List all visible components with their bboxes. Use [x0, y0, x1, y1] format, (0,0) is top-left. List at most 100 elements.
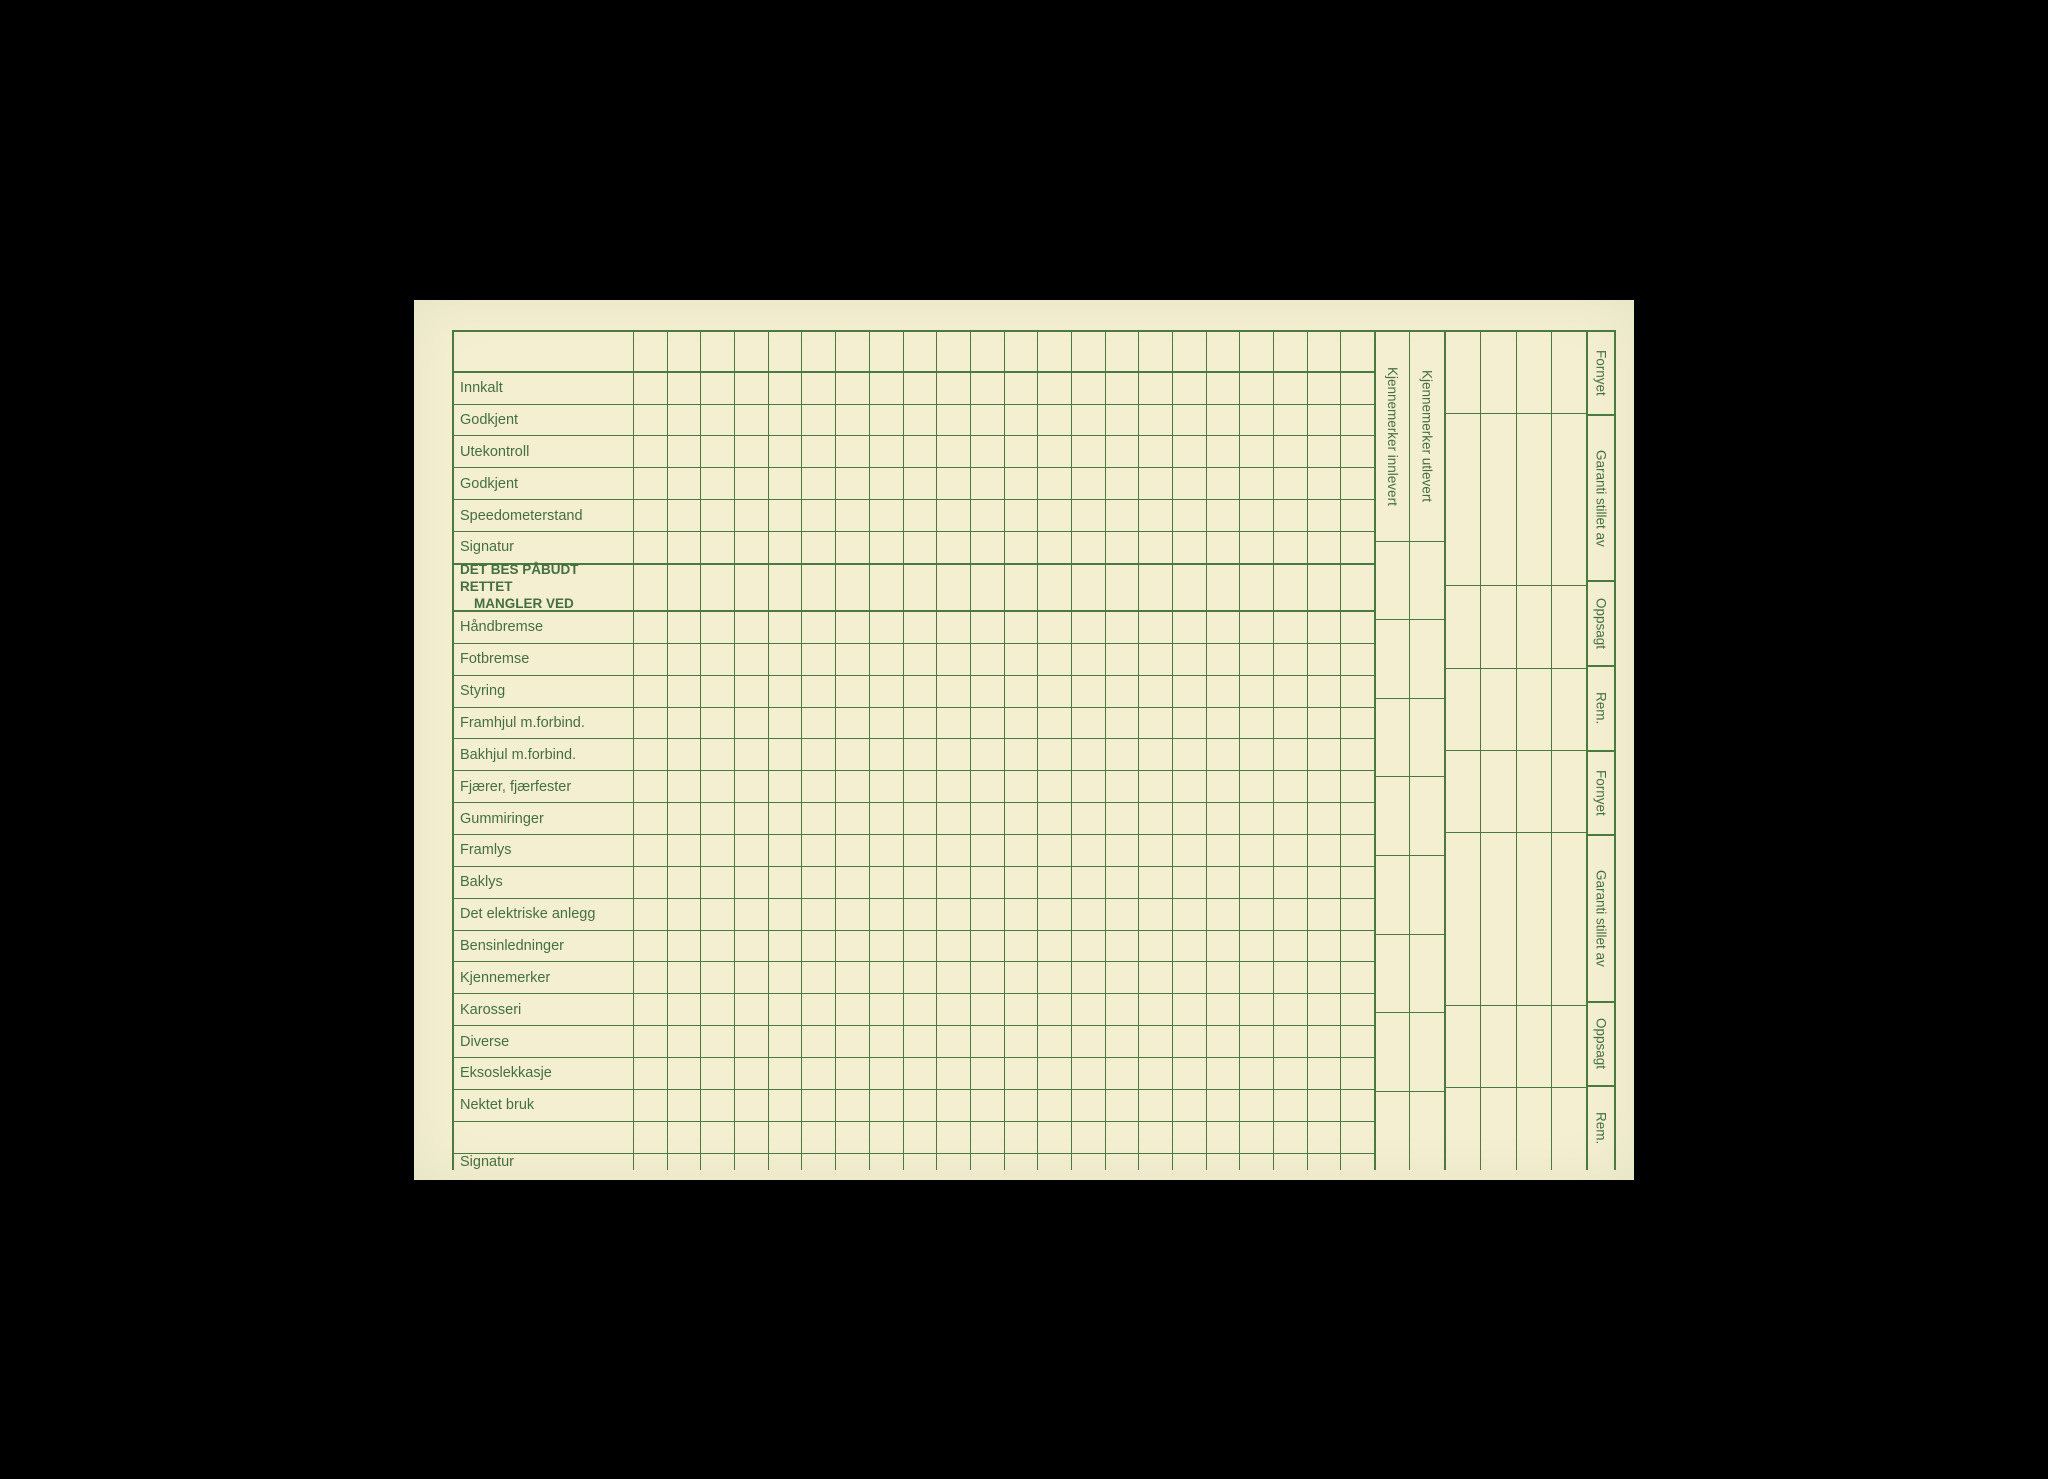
grid-cell: [701, 835, 735, 866]
grid-cell: [1106, 644, 1140, 675]
grid-cell: [1274, 1122, 1308, 1153]
grid-cell: [1139, 332, 1173, 371]
grid-cell: [802, 373, 836, 404]
table-row: Karosseri: [454, 994, 1374, 1026]
grid-cell: [1173, 644, 1207, 675]
grid-cell: [971, 676, 1005, 707]
table-row: Godkjent: [454, 468, 1374, 500]
grid-cell: [1274, 676, 1308, 707]
grid-cell: [802, 803, 836, 834]
grid-cell: [971, 644, 1005, 675]
grid-cell: [1207, 835, 1241, 866]
section-line1: DET BES PÅBUDT RETTET: [460, 562, 627, 596]
grid-cell: [701, 739, 735, 770]
grid-cell: [1207, 532, 1241, 563]
right-cell: [1517, 833, 1552, 1004]
grid-cell: [1274, 835, 1308, 866]
grid-cell: [836, 739, 870, 770]
grid-cell: [1341, 994, 1374, 1025]
kjenn-cells-2: [1410, 542, 1444, 1170]
grid-cell: [1341, 332, 1374, 371]
right-cell: [1481, 1006, 1516, 1087]
grid-cell: [668, 994, 702, 1025]
grid-cell: [836, 771, 870, 802]
grid-cell: [1139, 835, 1173, 866]
grid-cell: [1106, 468, 1140, 499]
grid-cell: [634, 612, 668, 643]
table-row: Framlys: [454, 835, 1374, 867]
grid-cell: [769, 500, 803, 531]
grid-cell: [701, 644, 735, 675]
kjenn-cell: [1410, 777, 1444, 856]
grid-cell: [701, 803, 735, 834]
grid-cell: [802, 500, 836, 531]
grid-cell: [904, 994, 938, 1025]
grid-cell: [1005, 1026, 1039, 1057]
row-cells: [634, 994, 1374, 1025]
grid-cell: [1173, 1122, 1207, 1153]
grid-cell: [1308, 1154, 1342, 1170]
grid-cell: [937, 994, 971, 1025]
grid-cell: [1005, 739, 1039, 770]
grid-cell: [1038, 994, 1072, 1025]
grid-cell: [1274, 867, 1308, 898]
grid-cell: [870, 405, 904, 436]
grid-cell: [701, 1154, 735, 1170]
grid-cell: [937, 867, 971, 898]
row-cells: [634, 436, 1374, 467]
grid-cell: [904, 708, 938, 739]
grid-cell: [971, 373, 1005, 404]
grid-cell: [836, 867, 870, 898]
grid-cell: [870, 565, 904, 610]
kjenn-cell: [1410, 1092, 1444, 1170]
row-cells: [634, 739, 1374, 770]
grid-cell: [769, 1058, 803, 1089]
grid-cell: [870, 468, 904, 499]
grid-cell: [701, 1058, 735, 1089]
grid-cell: [1308, 931, 1342, 962]
grid-cell: [1341, 468, 1374, 499]
grid-cell: [1139, 962, 1173, 993]
grid-cell: [836, 436, 870, 467]
grid-cell: [634, 867, 668, 898]
right-cell: [1517, 751, 1552, 832]
grid-cell: [802, 1122, 836, 1153]
grid-cell: [1240, 867, 1274, 898]
grid-cell: [735, 1026, 769, 1057]
grid-cell: [1106, 676, 1140, 707]
grid-cell: [1173, 994, 1207, 1025]
grid-cell: [1207, 931, 1241, 962]
grid-cell: [802, 962, 836, 993]
grid-cell: [634, 676, 668, 707]
grid-cell: [937, 771, 971, 802]
grid-cell: [802, 676, 836, 707]
grid-cell: [634, 899, 668, 930]
row-label: Diverse: [454, 1026, 634, 1057]
grid-cell: [701, 565, 735, 610]
grid-cell: [1207, 739, 1241, 770]
grid-cell: [870, 676, 904, 707]
grid-cell: [1173, 771, 1207, 802]
header-cells: [634, 332, 1374, 371]
grid-cell: [836, 332, 870, 371]
grid-cell: [1207, 332, 1241, 371]
grid-cell: [1005, 1122, 1039, 1153]
grid-cell: [1072, 565, 1106, 610]
grid-cell: [668, 644, 702, 675]
grid-cell: [701, 332, 735, 371]
row-cells: [634, 835, 1374, 866]
grid-cell: [1341, 644, 1374, 675]
grid-cell: [904, 532, 938, 563]
grid-cell: [1240, 468, 1274, 499]
grid-cell: [1106, 1154, 1140, 1170]
row-cells: [634, 931, 1374, 962]
grid-cell: [937, 565, 971, 610]
grid-cell: [1308, 676, 1342, 707]
right-grid: [1446, 332, 1586, 1170]
grid-cell: [1274, 739, 1308, 770]
main-table: Innkalt Godkjent Utekontroll Godkjent Sp…: [454, 332, 1374, 1170]
grid-cell: [1173, 468, 1207, 499]
grid-cell: [701, 867, 735, 898]
grid-cell: [904, 962, 938, 993]
right-cell: [1552, 414, 1586, 585]
